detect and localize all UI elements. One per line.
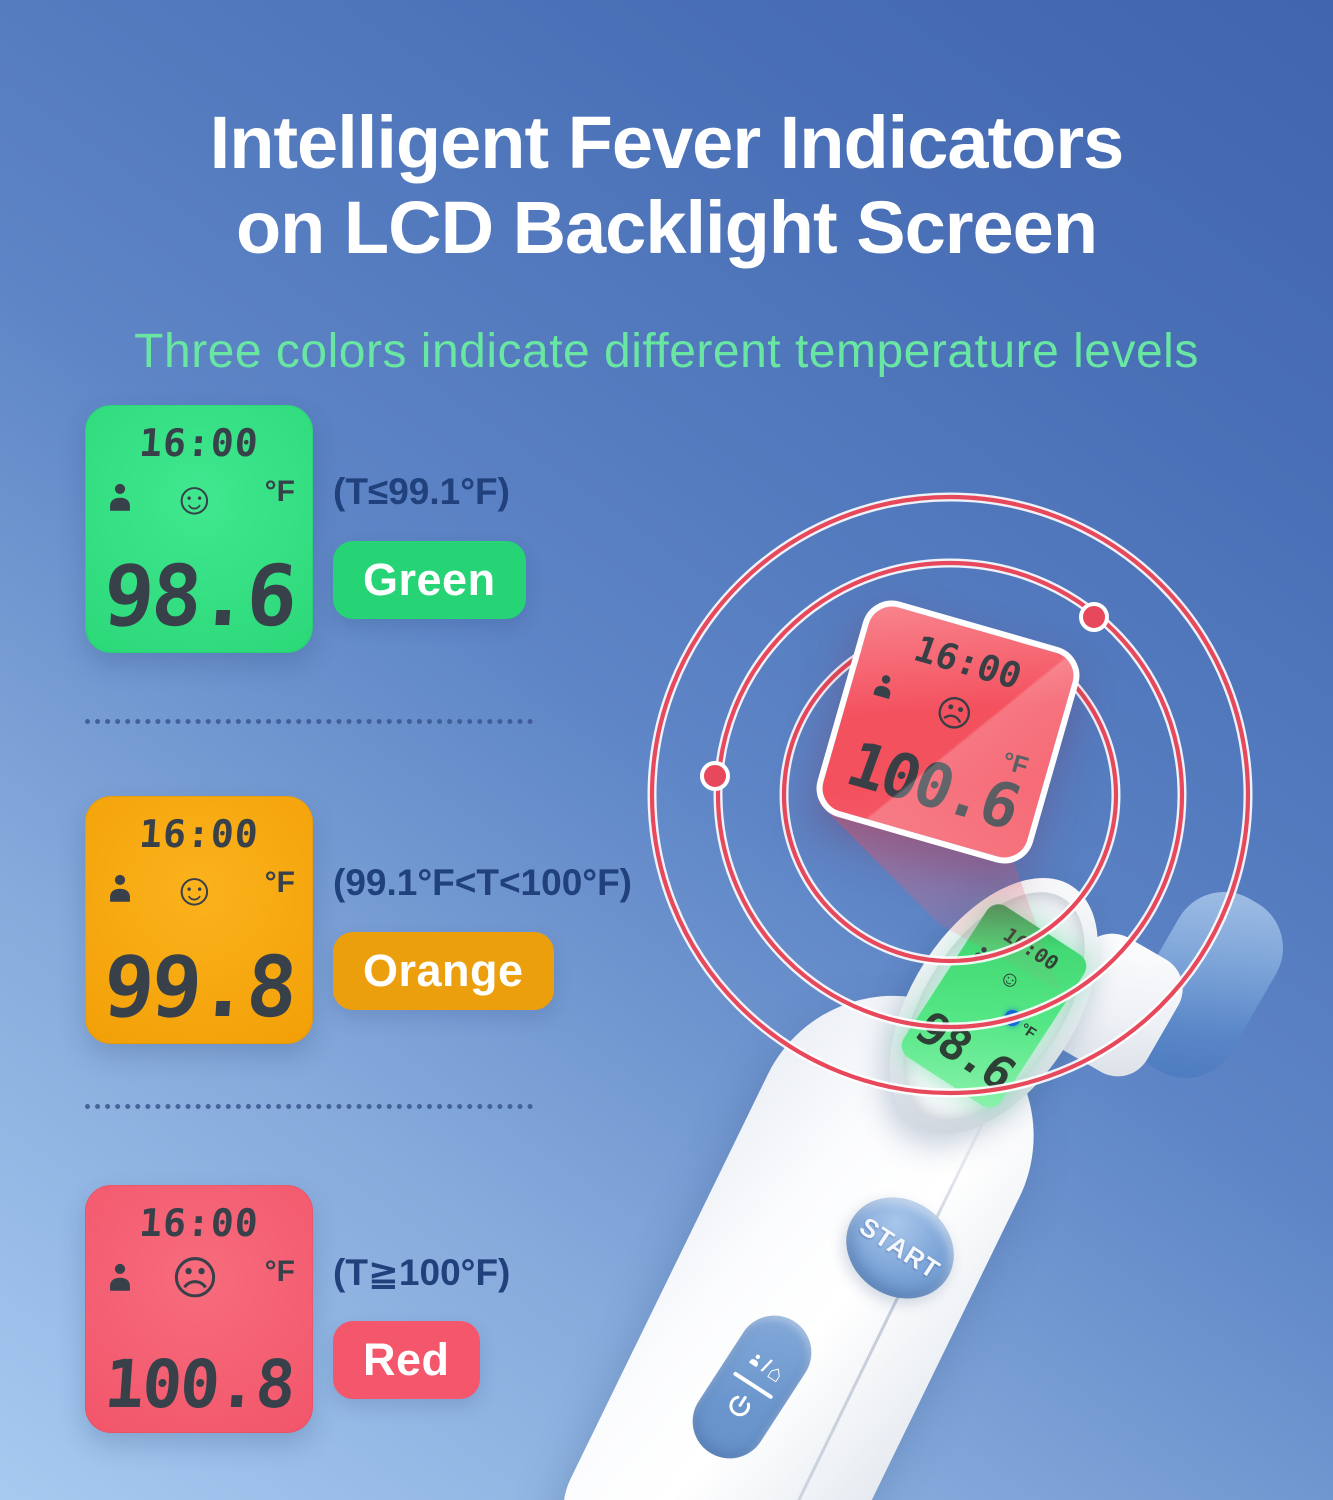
person-icon (749, 1354, 761, 1367)
lcd-time: 16:00 (137, 812, 261, 856)
fahrenheit-unit: °F (264, 475, 295, 508)
smiley-happy-icon: ☺ (171, 863, 218, 915)
condition-label: (T≤99.1°F) (333, 471, 510, 512)
lcd-time: 16:00 (137, 1201, 261, 1245)
color-badge-orange: Orange (333, 932, 554, 1010)
page-title: Intelligent Fever Indicators on LCD Backl… (0, 100, 1333, 272)
ring-endpoint-dot (1079, 602, 1109, 632)
lcd-temperature: 98.6 (100, 547, 298, 646)
dotted-divider (85, 1104, 533, 1109)
condition-label: (T≧100°F) (333, 1252, 511, 1293)
person-icon (973, 947, 987, 963)
ring-endpoint-dot (700, 761, 730, 791)
smiley-happy-icon: ☺ (171, 472, 218, 524)
lcd-time: 16:00 (137, 421, 261, 465)
fahrenheit-unit: °F (1017, 1019, 1040, 1043)
start-button-label: START (854, 1210, 947, 1285)
person-icon (110, 1263, 130, 1291)
measurement-dot (1001, 1006, 1024, 1030)
person-icon (110, 483, 130, 511)
floating-fever-screen: 16:00 ☹ °F 100.6 (809, 593, 1087, 871)
lcd-temperature: 99.8 (100, 938, 298, 1037)
body-surface-mode-icon: / ⌂ (743, 1346, 789, 1387)
smiley-sad-icon: ☹ (930, 688, 978, 739)
lcd-temperature: 100.8 (102, 1346, 297, 1424)
dotted-divider (85, 719, 533, 724)
color-badge-red: Red (333, 1321, 480, 1399)
lcd-screen-red: 16:00 ☹ °F 100.8 (85, 1185, 313, 1433)
lcd-temperature: 100.6 (837, 727, 1028, 844)
mode-power-button: / ⌂ (678, 1301, 826, 1473)
fahrenheit-unit: °F (264, 1255, 295, 1288)
level-red: 16:00 ☹ °F 100.8 (T≧100°F) Red (85, 1185, 645, 1455)
person-icon (110, 874, 130, 902)
title-line1: Intelligent Fever Indicators (209, 100, 1125, 184)
lcd-screen-green: 16:00 ☺ °F 98.6 (85, 405, 313, 653)
lcd-time: 16:00 (908, 629, 1027, 698)
power-icon (729, 1395, 751, 1416)
smiley-happy-icon: ☺ (994, 962, 1027, 996)
person-icon (873, 675, 891, 699)
lcd-screen-orange: 16:00 ☺ °F 99.8 (85, 796, 313, 1044)
smiley-sad-icon: ☹ (171, 1252, 219, 1304)
subtitle: Three colors indicate different temperat… (134, 325, 1199, 378)
fahrenheit-unit: °F (999, 746, 1032, 781)
level-orange: 16:00 ☺ °F 99.8 (99.1°F<T<100°F) Orange (85, 796, 645, 1066)
title-line2: on LCD Backlight Screen (235, 186, 1098, 270)
color-badge-green: Green (333, 541, 526, 619)
condition-label: (99.1°F<T<100°F) (333, 862, 632, 903)
fahrenheit-unit: °F (264, 866, 295, 899)
level-green: 16:00 ☺ °F 98.6 (T≤99.1°F) Green (85, 405, 645, 675)
